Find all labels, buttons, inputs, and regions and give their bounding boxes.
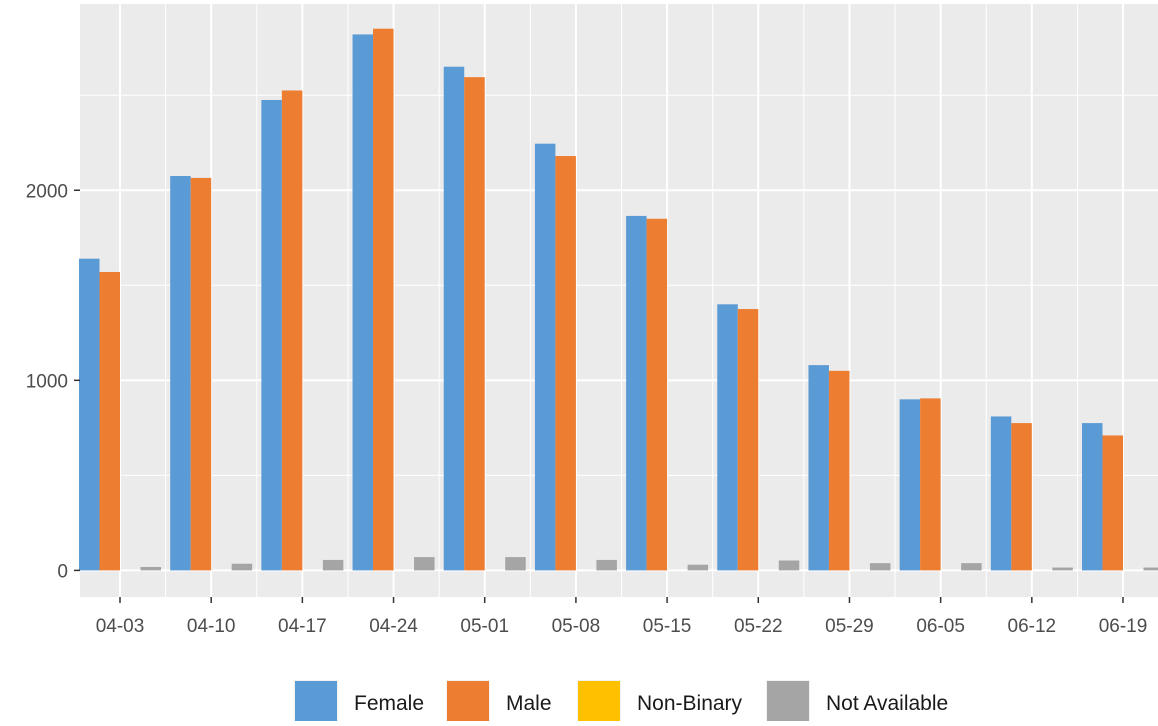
legend: Female Male Non-Binary Not Available xyxy=(294,680,948,721)
bar-male xyxy=(738,309,759,570)
bar-not-available xyxy=(870,563,891,570)
bar-not-available xyxy=(414,557,435,570)
bar-female xyxy=(444,67,465,571)
bar-female xyxy=(808,365,829,570)
legend-swatch xyxy=(767,681,809,721)
bar-female xyxy=(353,34,374,570)
y-tick-label: 1000 xyxy=(26,371,68,392)
bar-male xyxy=(1103,435,1124,570)
bar-not-available xyxy=(232,564,253,571)
bar-female xyxy=(170,176,191,570)
legend-item: Female xyxy=(294,680,424,721)
x-tick-label: 05-22 xyxy=(734,616,783,637)
bar-male xyxy=(920,398,941,570)
bar-female xyxy=(1082,423,1103,570)
bar-female xyxy=(535,144,556,571)
bar-male xyxy=(647,219,668,571)
bar-not-available xyxy=(779,561,800,571)
bar-female xyxy=(261,100,282,570)
bar-not-available xyxy=(505,557,526,570)
bar-not-available xyxy=(141,567,162,570)
bar-not-available xyxy=(961,563,982,570)
bar-not-available xyxy=(1144,568,1158,571)
x-tick-label: 06-19 xyxy=(1099,616,1148,637)
legend-label: Female xyxy=(354,692,424,715)
x-tick-label: 04-24 xyxy=(369,616,418,637)
legend-swatch xyxy=(295,681,337,721)
bar-female xyxy=(900,399,921,570)
legend-item: Non-Binary xyxy=(577,680,743,721)
bar-female xyxy=(79,259,100,571)
x-tick-label: 05-29 xyxy=(825,616,874,637)
bar-male xyxy=(191,178,212,570)
bar-male xyxy=(829,371,850,571)
bar-not-available xyxy=(688,565,709,571)
bar-not-available xyxy=(596,560,617,570)
bar-not-available xyxy=(323,560,344,570)
x-tick-label: 06-05 xyxy=(916,616,965,637)
bar-female xyxy=(717,304,738,570)
bar-female xyxy=(626,216,647,570)
legend-label: Non-Binary xyxy=(637,692,743,715)
legend-item: Not Available xyxy=(766,680,948,721)
bar-male xyxy=(1011,423,1031,570)
legend-swatch xyxy=(447,681,489,721)
x-tick-label: 04-10 xyxy=(187,616,236,637)
bar-female xyxy=(991,416,1012,570)
bar-male xyxy=(555,156,576,570)
x-tick-label: 04-17 xyxy=(278,616,327,637)
bar-male xyxy=(282,90,303,570)
x-tick-label: 06-12 xyxy=(1008,616,1057,637)
legend-label: Male xyxy=(506,692,552,715)
y-tick-label: 2000 xyxy=(26,181,68,202)
y-tick-label: 0 xyxy=(57,561,68,582)
legend-swatch xyxy=(578,681,620,721)
x-tick-label: 05-01 xyxy=(460,616,509,637)
bar-male xyxy=(464,77,485,570)
x-tick-label: 05-15 xyxy=(643,616,692,637)
bar-not-available xyxy=(1052,568,1073,571)
x-tick-label: 04-03 xyxy=(96,616,145,637)
legend-item: Male xyxy=(446,680,552,721)
bar-male xyxy=(100,272,121,570)
bar-male xyxy=(373,29,394,571)
x-tick-label: 05-08 xyxy=(552,616,601,637)
legend-label: Not Available xyxy=(826,692,948,715)
